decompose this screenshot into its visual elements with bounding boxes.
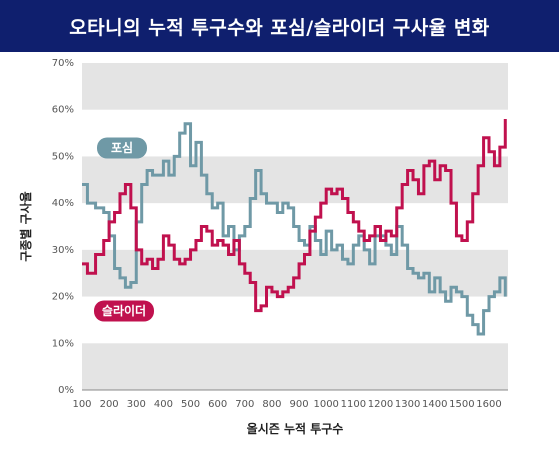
y-tick-label: 60% [52,105,74,116]
y-tick-label: 20% [52,292,74,303]
grid-band [82,343,508,390]
y-axis-ticks: 0% 10% 20% 30% 40% 50% 60% 70% [52,58,74,396]
chart-title: 오타니의 누적 투구수와 포심/슬라이더 구사율 변화 [69,16,490,39]
grid-band [82,63,508,110]
x-tick-label: 600 [208,399,227,410]
y-tick-label: 70% [52,58,74,69]
y-tick-label: 0% [58,385,74,396]
label-badge-bg [97,137,147,159]
label-badge-bg [94,300,154,322]
series-lines [82,119,507,336]
x-tick-label: 1000 [313,399,338,410]
x-tick-label: 300 [127,399,146,410]
series-name-label: 슬라이더 [102,303,146,318]
x-tick-label: 500 [181,399,200,410]
y-tick-label: 40% [52,198,74,209]
y-tick-label: 10% [52,338,74,349]
fastball-series-line [82,122,507,336]
x-tick-label: 1200 [368,399,393,410]
x-tick-label: 400 [154,399,173,410]
x-axis-title: 올시즌 누적 투구수 [247,421,344,436]
fastball-label-badge: 포심 [97,137,147,159]
slider-series-line [82,119,507,313]
x-tick-label: 1400 [422,399,447,410]
series-name-label: 포심 [111,140,133,155]
x-tick-label: 900 [290,399,309,410]
y-tick-label: 30% [52,245,74,256]
x-tick-label: 800 [262,399,281,410]
y-axis-title: 구종별 구사율 [18,191,33,261]
x-tick-label: 1500 [449,399,474,410]
x-axis-ticks: 100 200 300 400 500 600 700 800 900 1000 1100 1200 1… [72,399,501,410]
x-tick-label: 100 [72,399,91,410]
y-tick-label: 50% [52,151,74,162]
title-bar: 오타니의 누적 투구수와 포심/슬라이더 구사율 변화 [0,0,559,52]
x-tick-label: 1100 [341,399,366,410]
grid-bands [82,63,508,390]
x-tick-label: 1600 [476,399,501,410]
x-tick-label: 700 [235,399,254,410]
x-tick-label: 200 [100,399,119,410]
grid-band [82,249,508,297]
x-tick-label: 1300 [395,399,420,410]
slider-label-badge: 슬라이더 [94,300,154,322]
